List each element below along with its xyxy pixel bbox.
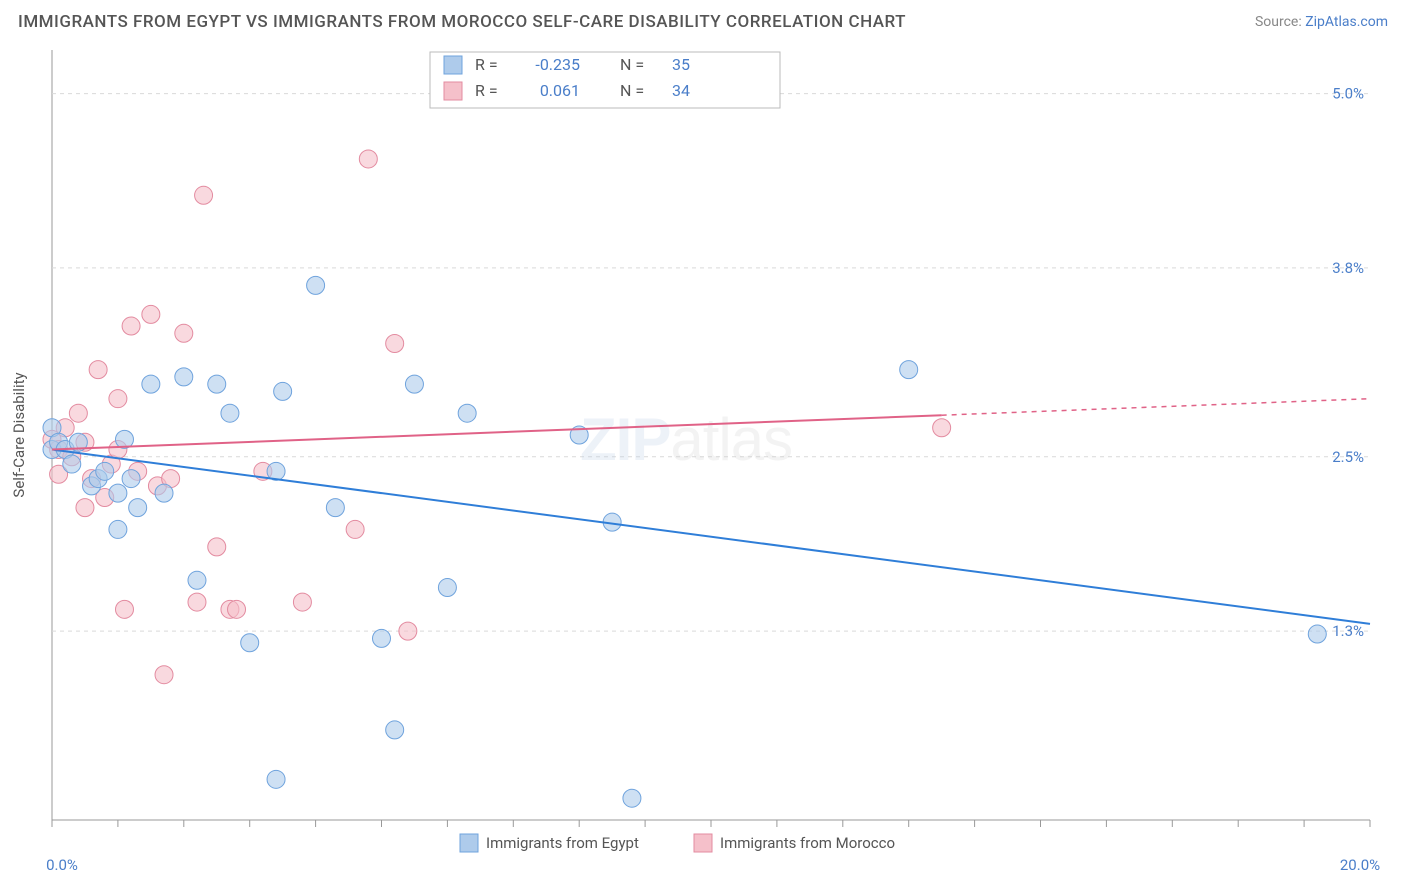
data-point	[307, 276, 325, 294]
trend-line-dashed	[942, 399, 1370, 416]
source-label: Source: ZipAtlas.com	[1255, 14, 1388, 30]
data-point	[122, 317, 140, 335]
x-max-label: 20.0%	[1340, 856, 1380, 874]
legend-n-value: 35	[672, 55, 690, 74]
chart-container: 1.3% 2.5% 3.8% 5.0% 0.0% 20.0% Self-Care Disab…	[0, 40, 1406, 880]
data-point	[399, 622, 417, 640]
data-point	[373, 629, 391, 647]
data-point	[933, 419, 951, 437]
data-point	[142, 375, 160, 393]
y-tick-label: 1.3%	[1332, 622, 1364, 640]
data-point	[115, 600, 133, 618]
data-point	[458, 404, 476, 422]
data-point	[438, 579, 456, 597]
bottom-legend-label: Immigrants from Morocco	[720, 834, 895, 852]
bottom-legend-label: Immigrants from Egypt	[486, 834, 639, 852]
source-prefix: Source:	[1255, 14, 1302, 30]
data-point	[129, 499, 147, 517]
legend-r-label: R =	[475, 81, 498, 100]
data-point	[76, 499, 94, 517]
y-tick-label: 3.8%	[1332, 259, 1364, 277]
y-tick-label: 5.0%	[1332, 85, 1364, 103]
trend-line	[52, 415, 942, 449]
x-min-label: 0.0%	[46, 856, 78, 874]
data-point	[109, 390, 127, 408]
data-point	[155, 666, 173, 684]
data-point	[293, 593, 311, 611]
data-point	[188, 571, 206, 589]
data-point	[900, 361, 918, 379]
data-point	[623, 789, 641, 807]
data-point	[274, 382, 292, 400]
header: IMMIGRANTS FROM EGYPT VS IMMIGRANTS FROM…	[0, 0, 1406, 40]
legend-swatch	[444, 82, 462, 100]
data-point	[267, 770, 285, 788]
legend-r-value: 0.061	[540, 81, 580, 100]
data-point	[405, 375, 423, 393]
watermark: ZIPatlas	[580, 406, 792, 473]
data-point	[109, 484, 127, 502]
legend-r-value: -0.235	[535, 55, 580, 74]
data-point	[208, 375, 226, 393]
data-point	[122, 470, 140, 488]
data-point	[175, 368, 193, 386]
trend-line	[52, 450, 1370, 624]
data-point	[346, 520, 364, 538]
data-point	[188, 593, 206, 611]
chart-title: IMMIGRANTS FROM EGYPT VS IMMIGRANTS FROM…	[18, 12, 906, 32]
data-point	[63, 455, 81, 473]
y-tick-label: 2.5%	[1332, 448, 1364, 466]
legend-swatch	[444, 56, 462, 74]
legend-n-value: 34	[672, 81, 690, 100]
data-point	[1308, 625, 1326, 643]
scatter-chart: 1.3% 2.5% 3.8% 5.0% 0.0% 20.0% Self-Care Disab…	[0, 40, 1406, 880]
data-point	[142, 305, 160, 323]
data-point	[109, 520, 127, 538]
data-point	[386, 721, 404, 739]
data-point	[155, 484, 173, 502]
data-point	[326, 499, 344, 517]
data-point	[69, 404, 87, 422]
legend-n-label: N =	[620, 81, 644, 100]
data-point	[208, 538, 226, 556]
legend-r-label: R =	[475, 55, 498, 74]
source-link[interactable]: ZipAtlas.com	[1305, 14, 1388, 30]
data-point	[241, 634, 259, 652]
bottom-legend-swatch	[460, 834, 478, 852]
data-point	[195, 186, 213, 204]
data-point	[89, 361, 107, 379]
data-point	[228, 600, 246, 618]
data-point	[221, 404, 239, 422]
bottom-legend-swatch	[694, 834, 712, 852]
data-point	[359, 150, 377, 168]
data-point	[386, 334, 404, 352]
data-point	[96, 462, 114, 480]
data-point	[175, 324, 193, 342]
y-axis-title: Self-Care Disability	[10, 372, 28, 497]
legend-n-label: N =	[620, 55, 644, 74]
